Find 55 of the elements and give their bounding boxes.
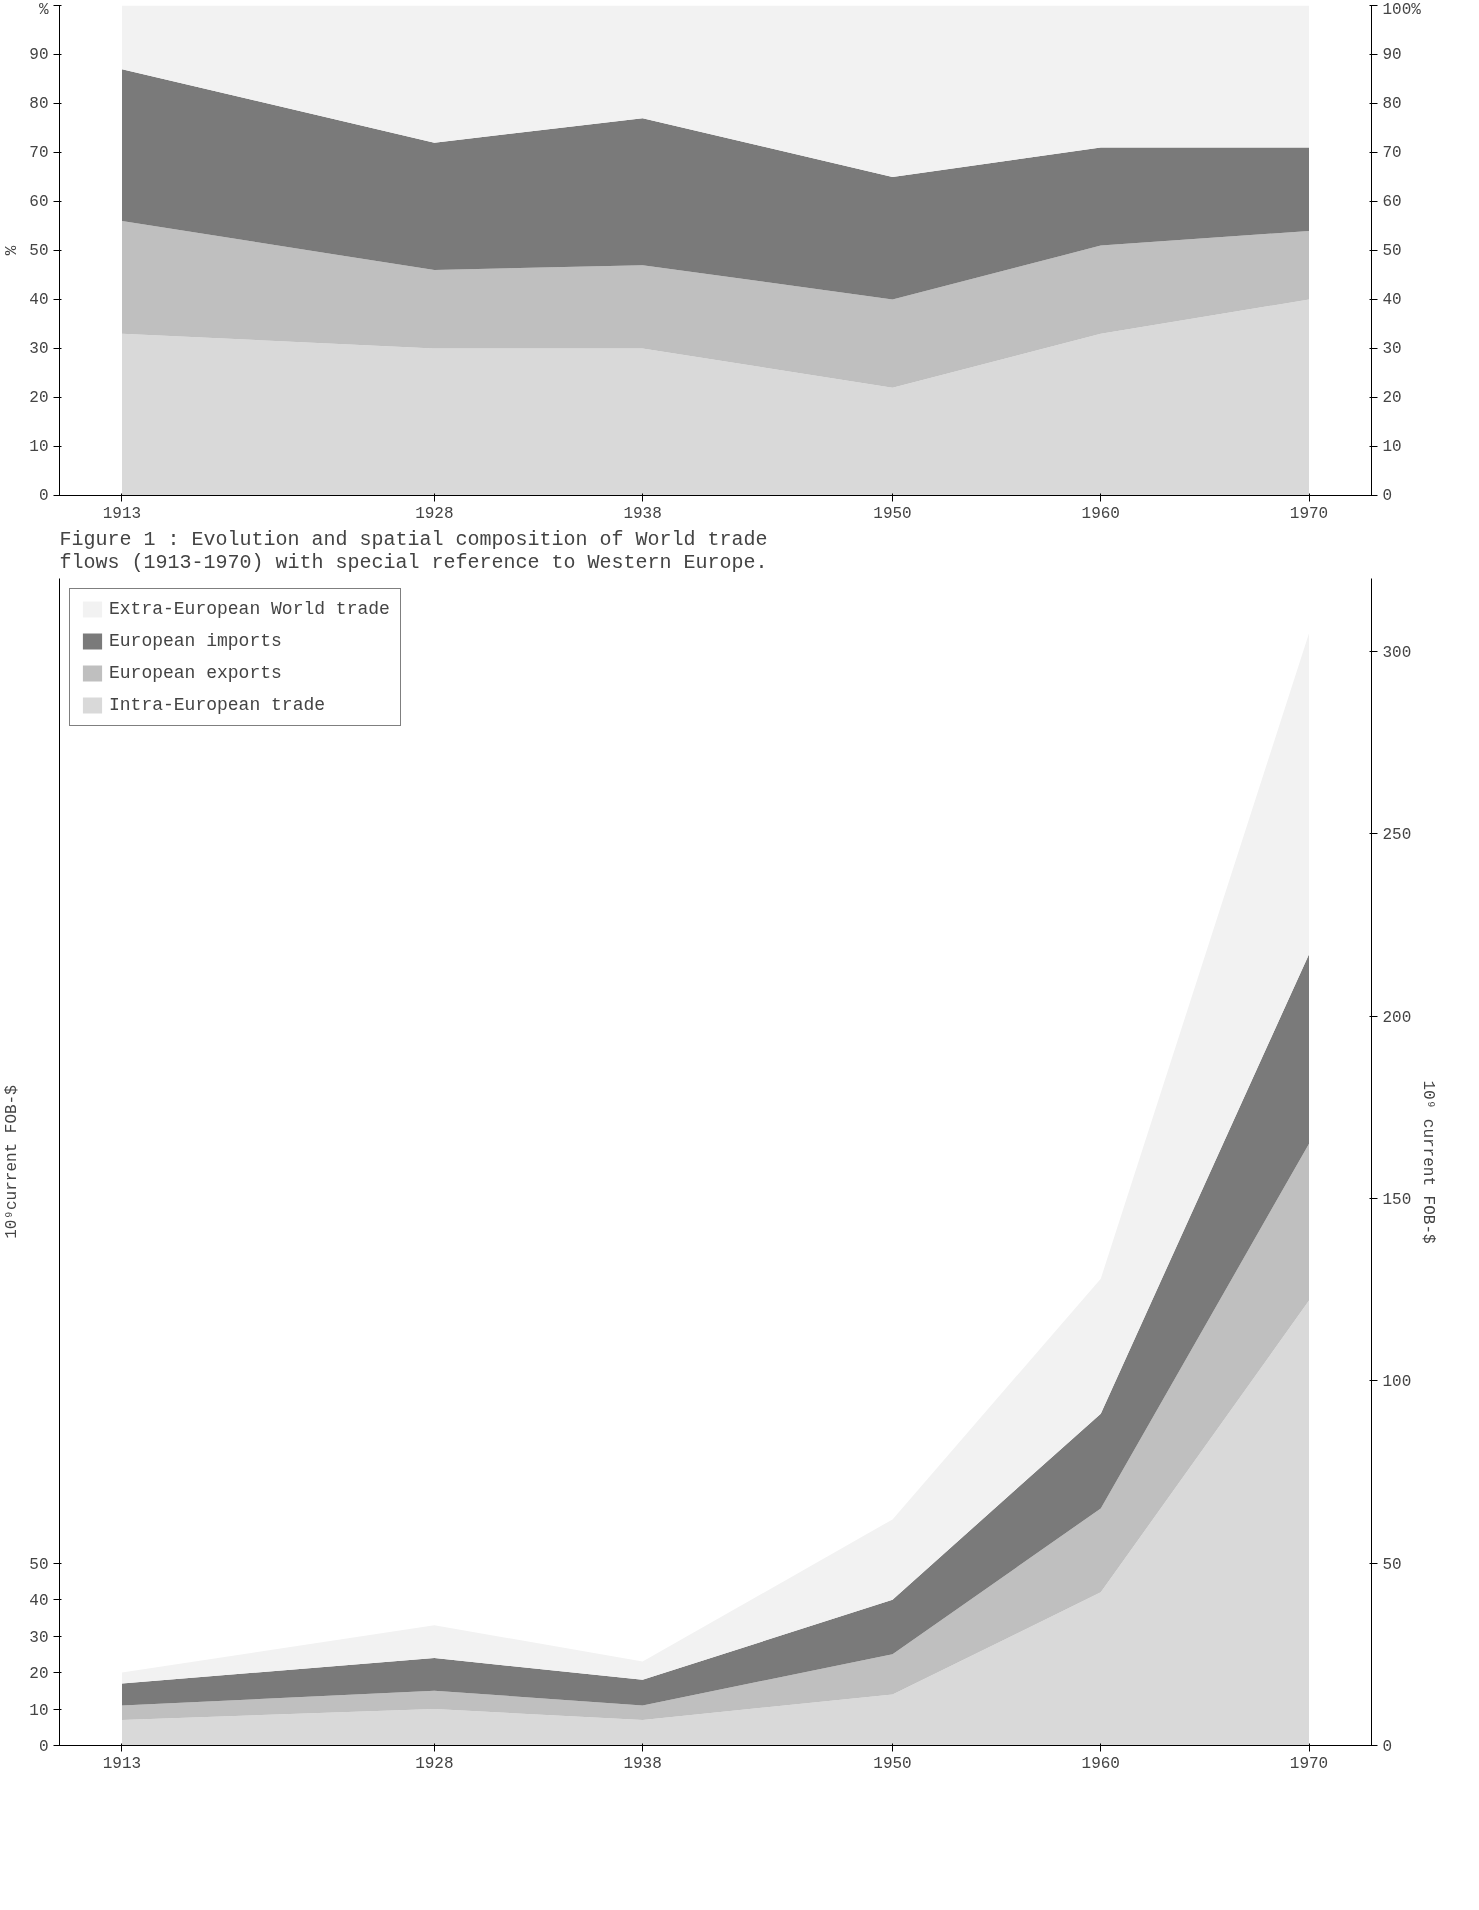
y2-tick-label: 150: [1382, 1190, 1412, 1209]
x-tick-label: 1928: [415, 1754, 454, 1773]
y-tick-label: 80: [29, 94, 49, 113]
y2-tick-label: 70: [1382, 143, 1402, 162]
y-tick-label: 50: [29, 241, 49, 260]
x-tick-label: 1913: [102, 1754, 142, 1773]
x-tick-label: 1960: [1081, 1754, 1120, 1773]
y2-tick-label: 50: [1382, 1555, 1402, 1574]
y-tick-label: 0: [38, 486, 49, 505]
legend-label: Intra-European trade: [109, 695, 326, 715]
y2-tick-label: 20: [1382, 388, 1402, 407]
x-tick-label: 1960: [1081, 504, 1120, 523]
y2-tick-label: 200: [1382, 1008, 1412, 1027]
y2-tick-label: 100%: [1382, 0, 1422, 19]
y2-tick-label: 60: [1382, 192, 1402, 211]
y-axis-title: %: [3, 245, 22, 256]
y-tick-label: 30: [29, 1628, 49, 1647]
y2-tick-label: 10: [1382, 437, 1402, 456]
y2-tick-label: 250: [1382, 826, 1412, 845]
x-tick-label: 1970: [1289, 1754, 1329, 1773]
y-axis-title: 10⁹current FOB-$: [3, 1085, 22, 1239]
y-tick-label: 40: [29, 290, 49, 309]
y-tick-label: 0: [38, 1738, 49, 1756]
y2-tick-label: 40: [1382, 290, 1402, 309]
y2-axis-title: 10⁹ current FOB-$: [1419, 1080, 1438, 1244]
chart-title: Figure 1 : Evolution and spatial composition of World trade flows (1913-1970) with special reference to Western Europe.: [59, 527, 768, 574]
legend-label: European exports: [109, 663, 282, 683]
x-tick-label: 1938: [623, 504, 662, 523]
y-tick-label: 20: [29, 1665, 49, 1684]
y2-tick-label: 100: [1382, 1373, 1412, 1392]
y-tick-label: 10: [29, 1701, 49, 1720]
y2-tick-label: 80: [1382, 94, 1402, 113]
y-tick-label: %: [38, 0, 49, 19]
x-tick-label: 1970: [1289, 504, 1329, 523]
y2-tick-label: 300: [1382, 643, 1412, 662]
y-tick-label: 10: [29, 437, 49, 456]
y-tick-label: 70: [29, 143, 49, 162]
y-tick-label: 60: [29, 192, 49, 211]
y-tick-label: 50: [29, 1555, 49, 1574]
y-tick-label: 30: [29, 339, 49, 358]
y-tick-label: 20: [29, 388, 49, 407]
y2-tick-label: 0: [1382, 1738, 1393, 1756]
y2-tick-label: 50: [1382, 241, 1402, 260]
y-tick-label: 90: [29, 45, 49, 64]
y2-tick-label: 90: [1382, 45, 1402, 64]
y2-tick-label: 30: [1382, 339, 1402, 358]
x-tick-label: 1950: [873, 1754, 912, 1773]
legend-label: Extra-European World trade: [109, 599, 390, 619]
x-tick-label: 1938: [623, 1754, 662, 1773]
legend-label: European imports: [109, 631, 282, 651]
x-tick-label: 1950: [873, 504, 912, 523]
y2-tick-label: 0: [1382, 486, 1393, 505]
y-tick-label: 40: [29, 1592, 49, 1611]
x-tick-label: 1928: [415, 504, 454, 523]
x-tick-label: 1913: [102, 504, 142, 523]
